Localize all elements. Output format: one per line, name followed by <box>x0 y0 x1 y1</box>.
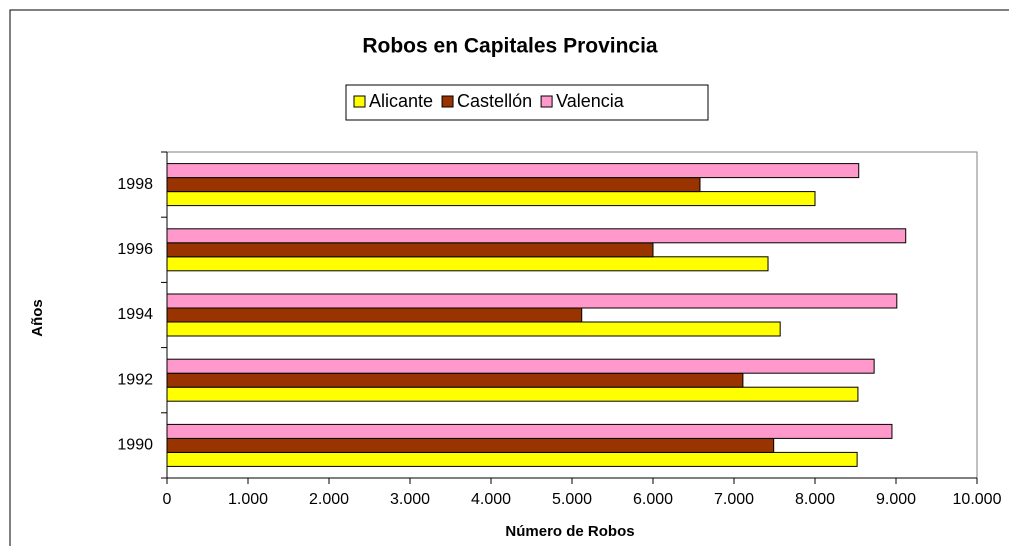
bar <box>166 372 744 388</box>
bar <box>166 163 860 179</box>
x-tick-label: 4.000 <box>471 491 511 508</box>
bar <box>166 242 654 258</box>
x-tick-label: 2.000 <box>309 491 349 508</box>
bar <box>166 451 858 467</box>
bar <box>166 228 907 244</box>
x-tick-label: 6.000 <box>633 491 673 508</box>
x-tick-label: 7.000 <box>714 491 754 508</box>
x-tick-label: 9.000 <box>876 491 916 508</box>
legend-label: Alicante <box>369 91 433 111</box>
y-axis-label: Años <box>29 299 46 337</box>
bar <box>166 423 893 439</box>
bar <box>166 191 816 207</box>
y-tick-label: 1994 <box>117 306 153 323</box>
legend-box <box>345 84 709 121</box>
legend-label: Castellón <box>457 91 532 111</box>
bar <box>166 386 859 402</box>
y-tick-label: 1992 <box>117 371 153 388</box>
x-tick-label: 5.000 <box>552 491 592 508</box>
bar <box>166 321 781 337</box>
x-axis-label: Número de Robos <box>505 523 634 540</box>
x-tick-label: 8.000 <box>795 491 835 508</box>
y-tick-label: 1990 <box>117 437 153 454</box>
y-tick-label: 1998 <box>117 176 153 193</box>
x-tick-label: 10.000 <box>953 491 1002 508</box>
bar <box>166 177 701 193</box>
legend-swatch <box>441 95 454 108</box>
bar <box>166 437 775 453</box>
legend-label: Valencia <box>556 91 625 111</box>
x-tick-label: 1.000 <box>228 491 268 508</box>
legend-swatch <box>353 95 366 108</box>
y-tick-label: 1996 <box>117 241 153 258</box>
bar <box>166 293 898 309</box>
bar <box>166 256 769 272</box>
bar <box>166 307 583 323</box>
x-tick-label: 0 <box>163 491 172 508</box>
x-tick-label: 3.000 <box>390 491 430 508</box>
bar <box>166 358 875 374</box>
chart-title: Robos en Capitales Provincia <box>362 35 658 58</box>
legend-swatch <box>540 95 553 108</box>
